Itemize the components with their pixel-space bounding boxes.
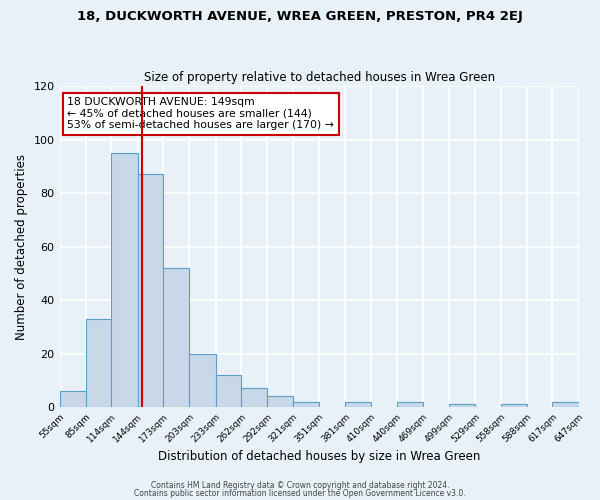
Bar xyxy=(215,375,241,407)
Text: Contains public sector information licensed under the Open Government Licence v3: Contains public sector information licen… xyxy=(134,488,466,498)
Bar xyxy=(553,402,578,407)
Text: 18, DUCKWORTH AVENUE, WREA GREEN, PRESTON, PR4 2EJ: 18, DUCKWORTH AVENUE, WREA GREEN, PRESTO… xyxy=(77,10,523,23)
Bar xyxy=(190,354,215,407)
Y-axis label: Number of detached properties: Number of detached properties xyxy=(15,154,28,340)
Bar xyxy=(268,396,293,407)
Bar xyxy=(293,402,319,407)
Text: 18 DUCKWORTH AVENUE: 149sqm
← 45% of detached houses are smaller (144)
53% of se: 18 DUCKWORTH AVENUE: 149sqm ← 45% of det… xyxy=(67,98,334,130)
Bar xyxy=(163,268,190,407)
Bar xyxy=(346,402,371,407)
Bar xyxy=(137,174,163,407)
Bar xyxy=(397,402,422,407)
Bar xyxy=(59,391,86,407)
Bar xyxy=(449,404,475,407)
Text: Contains HM Land Registry data © Crown copyright and database right 2024.: Contains HM Land Registry data © Crown c… xyxy=(151,481,449,490)
Bar xyxy=(111,153,137,407)
Bar xyxy=(241,388,268,407)
Title: Size of property relative to detached houses in Wrea Green: Size of property relative to detached ho… xyxy=(143,70,494,84)
Bar xyxy=(500,404,527,407)
Bar xyxy=(86,318,111,407)
X-axis label: Distribution of detached houses by size in Wrea Green: Distribution of detached houses by size … xyxy=(158,450,480,462)
